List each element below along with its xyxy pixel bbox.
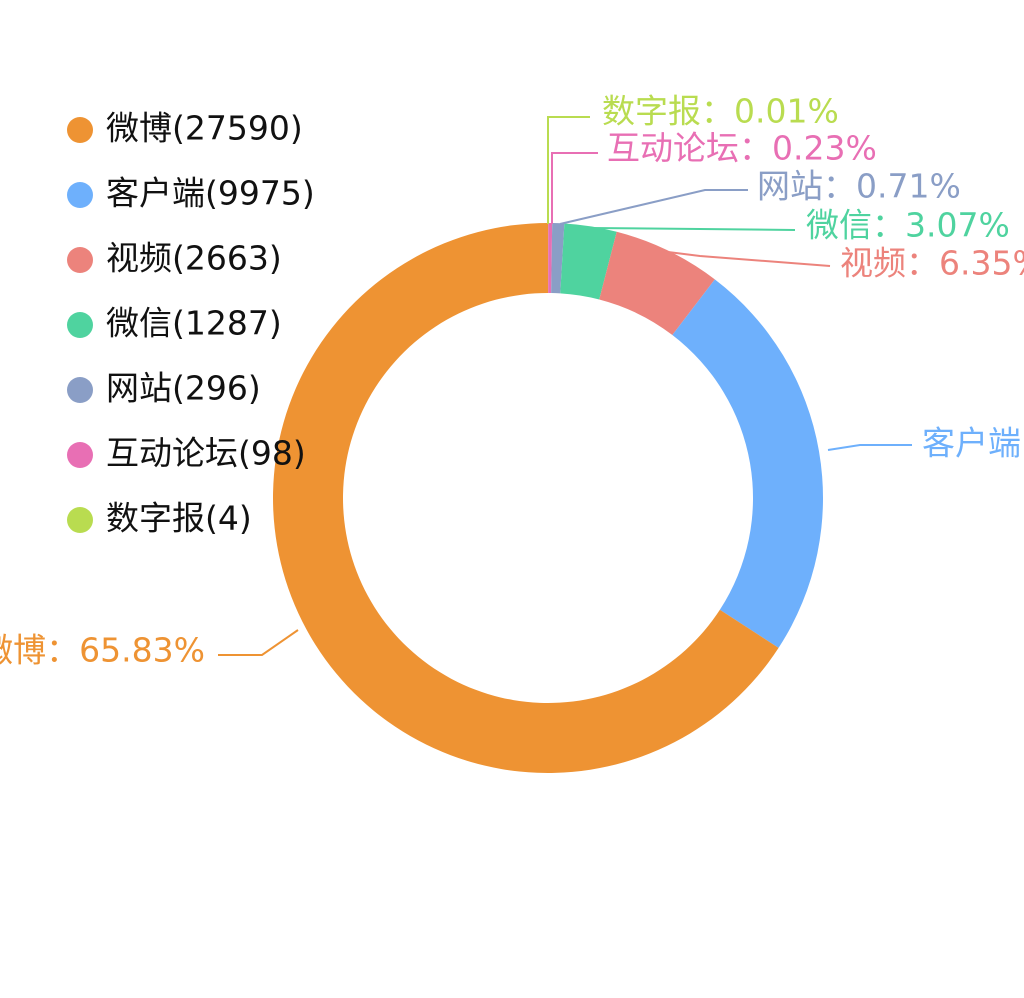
slice-label: 微博：65.83% <box>0 631 205 670</box>
leader-line <box>827 444 912 451</box>
leader-line <box>667 251 831 267</box>
leader-line <box>551 152 598 224</box>
donut-slice <box>548 223 553 294</box>
slice-label: 互动论坛：0.23% <box>607 129 877 168</box>
leader-line <box>559 189 748 225</box>
legend-marker <box>67 442 93 468</box>
legend-label: 网站(296) <box>106 369 261 408</box>
legend-marker <box>67 182 93 208</box>
legend-marker <box>67 247 93 273</box>
slice-label: 客户端：23.80% <box>922 424 1024 463</box>
legend-marker <box>67 312 93 338</box>
slice-label: 微信：3.07% <box>806 206 1010 245</box>
legend-marker <box>67 507 93 533</box>
legend-label: 数字报(4) <box>106 499 252 538</box>
legend-label: 微信(1287) <box>106 304 282 343</box>
slice-label: 视频：6.35% <box>840 244 1024 283</box>
legend-label: 客户端(9975) <box>106 174 315 213</box>
legend-label: 微博(27590) <box>106 109 303 148</box>
leader-line <box>547 116 590 224</box>
leader-line <box>589 227 796 231</box>
slice-label: 网站：0.71% <box>757 167 961 206</box>
legend-label: 视频(2663) <box>106 239 282 278</box>
legend-marker <box>67 117 93 143</box>
legend-label: 互动论坛(98) <box>106 434 306 473</box>
donut-slice <box>551 223 565 294</box>
donut-slice <box>672 279 824 648</box>
donut-slice <box>560 223 617 300</box>
legend-marker <box>67 377 93 403</box>
donut-slice <box>599 231 715 336</box>
leader-line <box>218 629 299 656</box>
slice-label: 数字报：0.01% <box>602 92 839 131</box>
